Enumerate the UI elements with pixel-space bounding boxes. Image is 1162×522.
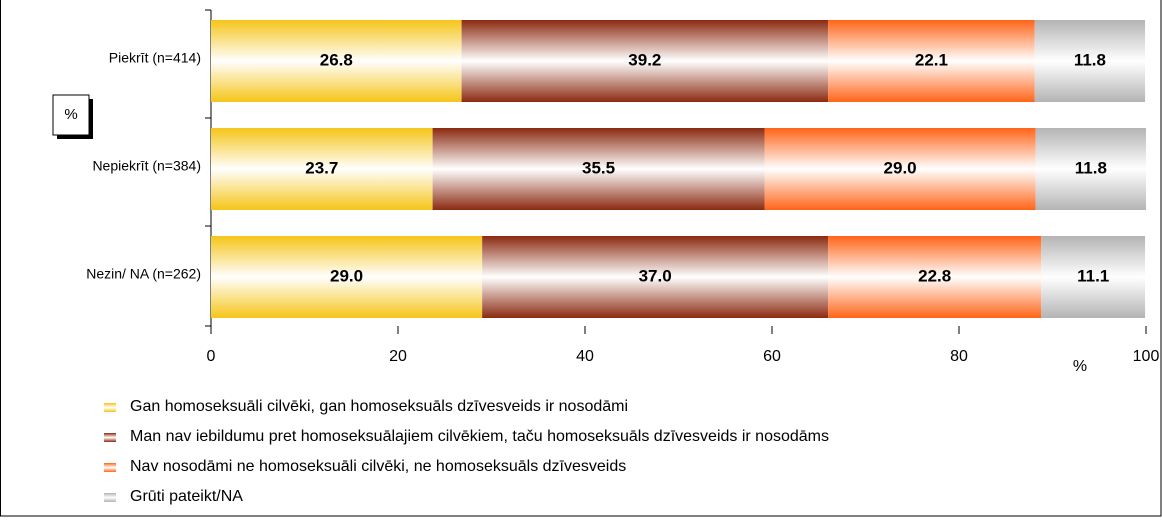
value-label: 22.1 [915, 50, 948, 69]
legend-label: Nav nosodāmi ne homoseksuāli cilvēki, ne… [130, 458, 626, 475]
unit-box [52, 94, 90, 136]
x-tick-label: 100 [1133, 348, 1160, 365]
legend-label: Man nav iebildumu pret homoseksuālajiem … [130, 428, 829, 445]
y-tick-label: Nepiekrīt (n=384) [92, 158, 201, 174]
value-label: 29.0 [884, 158, 917, 177]
x-tick-label: 40 [576, 348, 594, 365]
bar-segment [211, 128, 433, 210]
bar-segment [211, 236, 483, 318]
bar-segment [1041, 236, 1146, 318]
bar-segment [211, 20, 462, 102]
value-label: 11.8 [1074, 50, 1106, 69]
unit-box-label: % [64, 106, 77, 123]
value-label: 11.8 [1075, 158, 1107, 177]
x-tick-label: 80 [950, 348, 968, 365]
legend-label: Grūti pateikt/NA [130, 488, 243, 505]
bar-segment [461, 20, 829, 102]
value-label: 37.0 [639, 266, 672, 285]
bar-segment [828, 20, 1035, 102]
bar-segment [764, 128, 1036, 210]
value-label: 39.2 [628, 50, 661, 69]
legend-swatch [104, 463, 116, 472]
value-label: 35.5 [582, 158, 615, 177]
legend-swatch [104, 403, 116, 412]
value-label: 22.8 [918, 266, 951, 285]
x-tick-label: 20 [389, 348, 407, 365]
bar-segment [1034, 20, 1146, 102]
y-tick-label: Nezin/ NA (n=262) [86, 266, 201, 282]
value-label: 23.7 [305, 158, 338, 177]
y-tick-label: Piekrīt (n=414) [109, 50, 201, 66]
legend-swatch [104, 493, 116, 502]
bar-segment [482, 236, 829, 318]
bar-segment [828, 236, 1042, 318]
legend-label: Gan homoseksuāli cilvēki, gan homoseksuā… [130, 398, 628, 415]
x-tick-label: 60 [763, 348, 781, 365]
bar-segment [1035, 128, 1146, 210]
value-label: 29.0 [330, 266, 363, 285]
legend-swatch [104, 433, 116, 442]
value-label: 26.8 [320, 50, 353, 69]
value-label: 11.1 [1077, 266, 1109, 285]
x-axis-label: % [1073, 358, 1087, 375]
x-tick-label: 0 [207, 348, 216, 365]
bar-segment [432, 128, 765, 210]
